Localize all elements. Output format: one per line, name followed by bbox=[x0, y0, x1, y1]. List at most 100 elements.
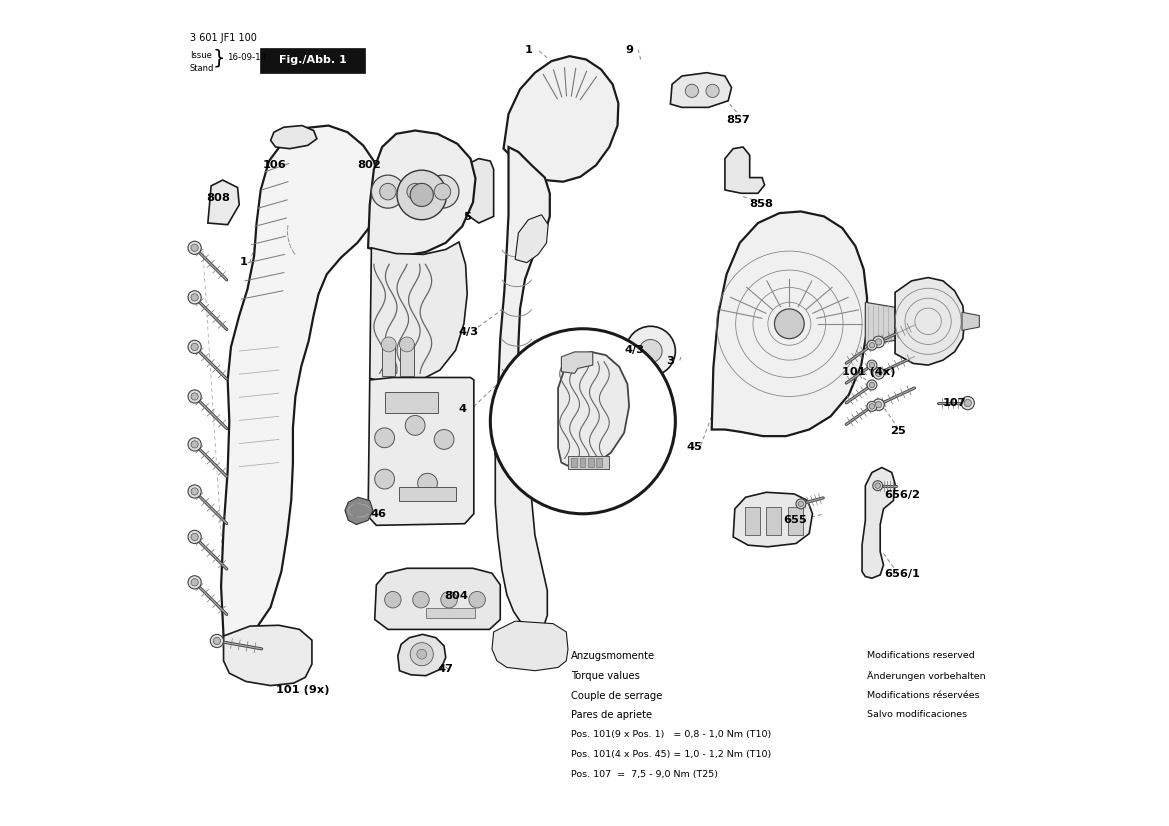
Text: Modifications réservées: Modifications réservées bbox=[867, 691, 980, 700]
Text: 802: 802 bbox=[358, 160, 381, 170]
Text: Anzugsmomente: Anzugsmomente bbox=[572, 651, 656, 661]
Bar bbox=[400, 344, 414, 376]
Circle shape bbox=[381, 337, 396, 352]
Text: 3: 3 bbox=[666, 356, 675, 366]
Text: 1: 1 bbox=[240, 257, 247, 267]
Text: 25: 25 bbox=[890, 426, 906, 436]
Circle shape bbox=[406, 415, 426, 435]
Polygon shape bbox=[223, 625, 312, 686]
Circle shape bbox=[798, 501, 803, 506]
Circle shape bbox=[188, 576, 201, 589]
Polygon shape bbox=[865, 302, 895, 345]
Circle shape bbox=[191, 244, 199, 251]
Circle shape bbox=[867, 360, 877, 370]
Text: 46: 46 bbox=[371, 509, 387, 519]
Text: Pos. 101(4 x Pos. 45) = 1,0 - 1,2 Nm (T10): Pos. 101(4 x Pos. 45) = 1,0 - 1,2 Nm (T1… bbox=[572, 750, 772, 759]
Text: Salvo modificaciones: Salvo modificaciones bbox=[867, 710, 967, 719]
Circle shape bbox=[873, 399, 884, 411]
Circle shape bbox=[188, 340, 201, 354]
Polygon shape bbox=[558, 352, 629, 469]
Bar bbox=[572, 458, 577, 467]
Bar bbox=[788, 507, 803, 535]
Text: 45: 45 bbox=[687, 442, 703, 452]
Circle shape bbox=[188, 438, 201, 451]
Circle shape bbox=[417, 473, 437, 493]
Polygon shape bbox=[369, 242, 468, 384]
Polygon shape bbox=[208, 180, 240, 225]
Polygon shape bbox=[397, 634, 445, 676]
Circle shape bbox=[873, 336, 884, 348]
Circle shape bbox=[870, 343, 874, 348]
Circle shape bbox=[876, 339, 881, 345]
Text: 9: 9 bbox=[625, 45, 632, 55]
Text: 4/3: 4/3 bbox=[458, 327, 478, 337]
Bar bbox=[385, 392, 438, 413]
Text: Torque values: Torque values bbox=[572, 671, 641, 681]
Text: 101 (4x): 101 (4x) bbox=[842, 367, 895, 377]
Circle shape bbox=[375, 428, 394, 448]
Circle shape bbox=[870, 382, 874, 387]
Circle shape bbox=[188, 390, 201, 403]
Text: 5: 5 bbox=[463, 212, 471, 222]
Text: 4: 4 bbox=[458, 404, 466, 414]
Circle shape bbox=[876, 401, 881, 408]
Text: 47: 47 bbox=[437, 664, 454, 674]
Circle shape bbox=[961, 396, 975, 410]
Polygon shape bbox=[670, 73, 732, 107]
Polygon shape bbox=[862, 468, 895, 578]
Circle shape bbox=[210, 634, 223, 648]
Circle shape bbox=[191, 294, 199, 301]
Text: Issue: Issue bbox=[189, 51, 212, 60]
Circle shape bbox=[410, 643, 434, 666]
Bar bbox=[399, 487, 456, 501]
Circle shape bbox=[870, 363, 874, 368]
Bar bbox=[596, 458, 602, 467]
Text: 804: 804 bbox=[444, 591, 468, 601]
Polygon shape bbox=[492, 621, 568, 671]
Circle shape bbox=[625, 326, 676, 376]
Polygon shape bbox=[496, 147, 549, 471]
Circle shape bbox=[873, 368, 884, 379]
Circle shape bbox=[188, 291, 201, 304]
Text: Fig./Abb. 1: Fig./Abb. 1 bbox=[279, 55, 347, 65]
Text: 107: 107 bbox=[943, 398, 967, 408]
Circle shape bbox=[873, 481, 883, 491]
Circle shape bbox=[191, 534, 199, 540]
Polygon shape bbox=[561, 352, 593, 373]
Text: 16-09-13: 16-09-13 bbox=[227, 54, 267, 62]
Text: 1: 1 bbox=[525, 45, 533, 55]
Circle shape bbox=[706, 84, 719, 97]
Text: 857: 857 bbox=[727, 115, 750, 125]
Polygon shape bbox=[465, 159, 493, 223]
Circle shape bbox=[188, 241, 201, 254]
Circle shape bbox=[685, 84, 699, 97]
Polygon shape bbox=[368, 131, 476, 256]
Circle shape bbox=[639, 339, 662, 363]
Circle shape bbox=[191, 488, 199, 495]
Bar bbox=[745, 507, 760, 535]
Text: 808: 808 bbox=[206, 193, 230, 203]
Circle shape bbox=[191, 441, 199, 448]
Text: Änderungen vorbehalten: Änderungen vorbehalten bbox=[867, 671, 985, 681]
Polygon shape bbox=[345, 497, 373, 525]
FancyBboxPatch shape bbox=[260, 48, 365, 73]
Circle shape bbox=[191, 579, 199, 586]
Text: 3 601 JF1 100: 3 601 JF1 100 bbox=[189, 33, 256, 43]
Circle shape bbox=[441, 591, 457, 608]
Text: 106: 106 bbox=[263, 160, 286, 170]
Circle shape bbox=[400, 337, 414, 352]
Circle shape bbox=[375, 469, 394, 489]
Text: Pares de apriete: Pares de apriete bbox=[572, 710, 652, 720]
Polygon shape bbox=[725, 147, 765, 193]
Circle shape bbox=[372, 175, 404, 208]
Polygon shape bbox=[270, 126, 317, 149]
Polygon shape bbox=[221, 126, 380, 638]
Circle shape bbox=[399, 175, 431, 208]
Circle shape bbox=[469, 591, 485, 608]
Polygon shape bbox=[712, 211, 867, 436]
Circle shape bbox=[796, 499, 805, 509]
Polygon shape bbox=[516, 215, 548, 263]
Bar bbox=[766, 507, 781, 535]
Circle shape bbox=[876, 483, 880, 488]
Circle shape bbox=[434, 430, 454, 449]
